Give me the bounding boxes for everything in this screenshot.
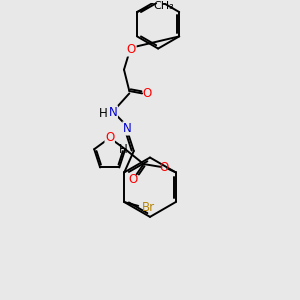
Text: CH₃: CH₃ bbox=[153, 1, 174, 10]
Text: O: O bbox=[105, 131, 114, 144]
Text: H: H bbox=[119, 143, 128, 156]
Text: Br: Br bbox=[142, 201, 155, 214]
Text: N: N bbox=[109, 106, 117, 119]
Text: O: O bbox=[160, 160, 169, 173]
Text: H: H bbox=[99, 107, 108, 120]
Text: O: O bbox=[127, 43, 136, 56]
Text: O: O bbox=[129, 173, 138, 186]
Text: N: N bbox=[123, 122, 132, 135]
Text: O: O bbox=[142, 87, 151, 100]
